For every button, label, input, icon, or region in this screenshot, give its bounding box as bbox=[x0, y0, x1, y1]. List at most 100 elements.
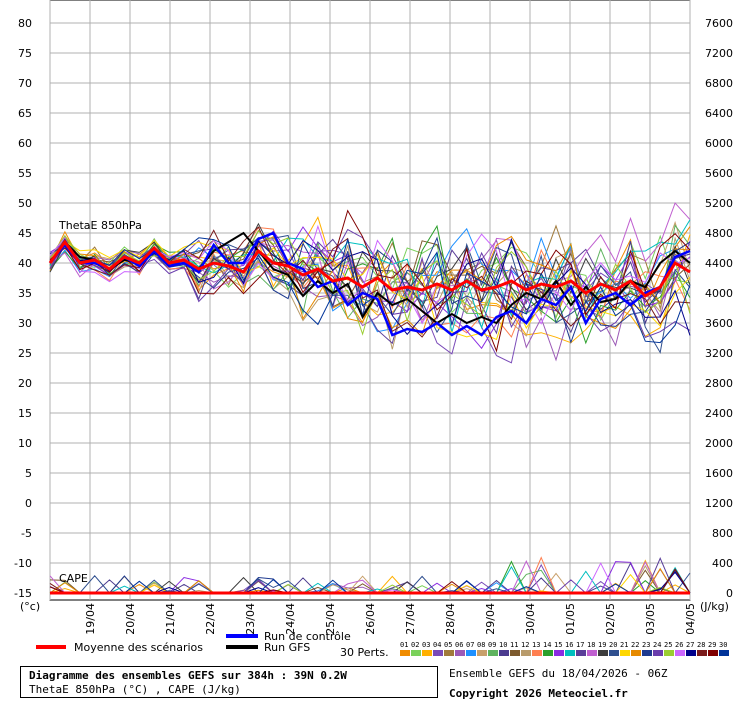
left-tick-label: 60 bbox=[18, 137, 32, 150]
x-tick-label: 21/04 bbox=[164, 603, 177, 635]
pert-swatch bbox=[433, 650, 443, 656]
pert-number: 16 bbox=[565, 641, 573, 649]
right-tick-label: 400 bbox=[712, 557, 733, 570]
pert-number: 09 bbox=[488, 641, 496, 649]
info-subtitle: ThetaE 850hPa (°C) , CAPE (J/kg) bbox=[29, 683, 241, 696]
pert-swatch bbox=[411, 650, 421, 656]
right-tick-label: 6400 bbox=[705, 107, 733, 120]
pert-swatch bbox=[521, 650, 531, 656]
left-tick-label: 20 bbox=[18, 377, 32, 390]
right-tick-label: 800 bbox=[712, 527, 733, 540]
pert-number: 23 bbox=[642, 641, 650, 649]
left-tick-label: 70 bbox=[18, 77, 32, 90]
info-title: Diagramme des ensembles GEFS sur 384h : … bbox=[29, 669, 347, 682]
right-axis: 7600720068006400600056005200480044004000… bbox=[705, 17, 733, 600]
x-tick-label: 28/04 bbox=[444, 603, 457, 635]
x-tick-label: 04/05 bbox=[684, 603, 697, 635]
pert-swatch bbox=[631, 650, 641, 656]
left-tick-label: 15 bbox=[18, 407, 32, 420]
run-date: Ensemble GEFS du 18/04/2026 - 06Z bbox=[449, 667, 668, 680]
pert-number: 29 bbox=[708, 641, 716, 649]
pert-swatch bbox=[554, 650, 564, 656]
mean-line bbox=[48, 239, 691, 298]
x-tick-label: 29/04 bbox=[484, 603, 497, 635]
pert-swatch bbox=[576, 650, 586, 656]
right-tick-label: 1200 bbox=[705, 497, 733, 510]
left-tick-label: 25 bbox=[18, 347, 32, 360]
pert-swatch bbox=[609, 650, 619, 656]
right-tick-label: 4800 bbox=[705, 227, 733, 240]
right-tick-label: 4400 bbox=[705, 257, 733, 270]
main-lines bbox=[48, 231, 691, 595]
left-tick-label: -15 bbox=[14, 587, 32, 600]
pert-number: 01 bbox=[400, 641, 408, 649]
right-tick-label: 7600 bbox=[705, 17, 733, 30]
info-box: Diagramme des ensembles GEFS sur 384h : … bbox=[20, 666, 438, 698]
pert-number: 25 bbox=[664, 641, 672, 649]
x-tick-label: 22/04 bbox=[204, 603, 217, 635]
pert-number: 30 bbox=[719, 641, 727, 649]
pert-swatch bbox=[620, 650, 630, 656]
control-line bbox=[49, 231, 691, 337]
pert-number: 24 bbox=[653, 641, 661, 649]
left-axis-unit: (°c) bbox=[20, 600, 40, 613]
x-tick-label: 19/04 bbox=[84, 603, 97, 635]
pert-swatch bbox=[565, 650, 575, 656]
pert-number: 17 bbox=[576, 641, 584, 649]
left-tick-label: 5 bbox=[25, 467, 32, 480]
right-tick-label: 3200 bbox=[705, 347, 733, 360]
right-tick-label: 2400 bbox=[705, 407, 733, 420]
x-tick-label: 30/04 bbox=[524, 603, 537, 635]
left-tick-label: 30 bbox=[18, 317, 32, 330]
left-tick-label: 35 bbox=[18, 287, 32, 300]
right-tick-label: 3600 bbox=[705, 317, 733, 330]
left-tick-label: 75 bbox=[18, 47, 32, 60]
right-tick-label: 5600 bbox=[705, 167, 733, 180]
right-tick-label: 6800 bbox=[705, 77, 733, 90]
x-tick-label: 01/05 bbox=[564, 603, 577, 635]
x-tick-label: 03/05 bbox=[644, 603, 657, 635]
x-tick-label: 20/04 bbox=[124, 603, 137, 635]
pert-number: 20 bbox=[609, 641, 617, 649]
pert-swatch bbox=[598, 650, 608, 656]
pert-number: 15 bbox=[554, 641, 562, 649]
left-tick-label: -10 bbox=[14, 557, 32, 570]
pert-number: 07 bbox=[466, 641, 474, 649]
x-tick-label: 02/05 bbox=[604, 603, 617, 635]
legend-gfs-label: Run GFS bbox=[264, 641, 310, 654]
pert-swatch bbox=[664, 650, 674, 656]
right-tick-label: 2800 bbox=[705, 377, 733, 390]
pert-number: 12 bbox=[521, 641, 529, 649]
x-axis: 19/04 20/04 21/04 22/04 23/04 24/04 25/04 26/04… bbox=[84, 603, 697, 635]
pert-number: 28 bbox=[697, 641, 705, 649]
pert-swatch bbox=[499, 650, 509, 656]
pert-number: 19 bbox=[598, 641, 606, 649]
right-tick-label: 7200 bbox=[705, 47, 733, 60]
pert-number: 05 bbox=[444, 641, 452, 649]
pert-number: 06 bbox=[455, 641, 463, 649]
pert-number: 14 bbox=[543, 641, 551, 649]
x-tick-label: 25/04 bbox=[324, 603, 337, 635]
left-tick-label: 65 bbox=[18, 107, 32, 120]
left-tick-label: 0 bbox=[25, 497, 32, 510]
pert-swatch bbox=[719, 650, 729, 656]
thetae-panel-label: ThetaE 850hPa bbox=[58, 219, 142, 232]
pert-swatch bbox=[642, 650, 652, 656]
right-tick-label: 4000 bbox=[705, 287, 733, 300]
pert-legend: 01 02 03 04 05 06 07 08 09 10 11 12 13 14 15 16 17 18 19 20… bbox=[400, 641, 729, 656]
pert-line-19 bbox=[49, 222, 691, 311]
pert-number: 27 bbox=[686, 641, 694, 649]
pert-number: 22 bbox=[631, 641, 639, 649]
right-tick-label: 2000 bbox=[705, 437, 733, 450]
left-tick-label: 50 bbox=[18, 197, 32, 210]
pert-number: 26 bbox=[675, 641, 683, 649]
pert-swatch bbox=[697, 650, 707, 656]
pert-swatch bbox=[466, 650, 476, 656]
left-tick-label: 55 bbox=[18, 167, 32, 180]
pert-number: 18 bbox=[587, 641, 595, 649]
right-tick-label: 1600 bbox=[705, 467, 733, 480]
x-tick-label: 26/04 bbox=[364, 603, 377, 635]
pert-number: 21 bbox=[620, 641, 628, 649]
x-tick-label: 23/04 bbox=[244, 603, 257, 635]
pert-swatch bbox=[422, 650, 432, 656]
